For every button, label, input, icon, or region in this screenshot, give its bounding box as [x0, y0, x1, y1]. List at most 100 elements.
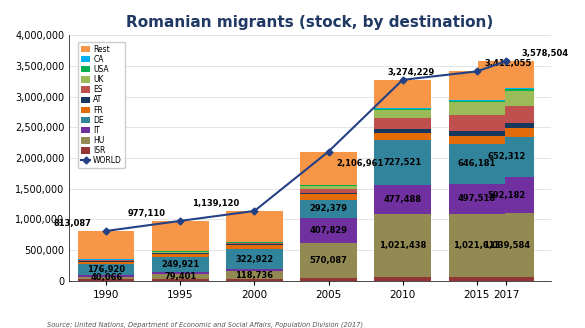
Bar [374, 129, 431, 133]
Text: 292,379: 292,379 [309, 204, 347, 213]
Bar [374, 110, 431, 118]
Bar [226, 243, 283, 244]
Bar [300, 200, 357, 218]
Bar [374, 140, 431, 185]
Bar [226, 211, 283, 241]
Bar [226, 279, 283, 281]
WORLD [399, 78, 406, 82]
Text: 497,518: 497,518 [457, 195, 495, 203]
Bar [478, 177, 535, 213]
Bar [300, 152, 357, 185]
Text: 407,829: 407,829 [309, 226, 347, 235]
Bar [152, 254, 208, 257]
Bar [152, 221, 208, 251]
Text: 118,736: 118,736 [235, 271, 274, 279]
Bar [374, 109, 431, 110]
Bar [152, 253, 208, 254]
Bar [226, 245, 283, 249]
Text: 652,312: 652,312 [487, 153, 525, 161]
WORLD [251, 209, 258, 213]
Bar [449, 184, 505, 214]
Bar [226, 241, 283, 242]
Bar [152, 279, 208, 281]
Text: 1,139,120: 1,139,120 [192, 198, 240, 208]
Bar [374, 118, 431, 129]
Text: 322,922: 322,922 [235, 255, 274, 264]
Text: 813,087: 813,087 [54, 218, 91, 228]
Bar [478, 123, 535, 128]
Bar [226, 242, 283, 243]
Bar [478, 106, 535, 123]
Bar [374, 214, 431, 277]
Text: 3,274,229: 3,274,229 [388, 68, 435, 76]
Bar [478, 213, 535, 277]
Legend: Rest, CA, USA, UK, ES, AT, FR, DE, IT, HU, ISR, WORLD: Rest, CA, USA, UK, ES, AT, FR, DE, IT, H… [78, 42, 125, 168]
Bar [374, 277, 431, 281]
Line: WORLD: WORLD [104, 59, 509, 234]
Bar [478, 137, 535, 177]
Text: 79,401: 79,401 [164, 272, 197, 281]
Bar [152, 274, 208, 279]
Bar [152, 251, 208, 252]
Bar [300, 189, 357, 193]
Bar [449, 115, 505, 132]
Bar [78, 261, 135, 264]
Text: Source: United Nations, Department of Economic and Social Affairs, Population Di: Source: United Nations, Department of Ec… [47, 321, 363, 328]
Bar [78, 277, 135, 279]
Bar [300, 218, 357, 243]
Bar [226, 269, 283, 271]
Bar [152, 273, 208, 274]
Text: 977,110: 977,110 [128, 209, 166, 217]
Bar [78, 264, 135, 275]
Title: Romanian migrants (stock, by destination): Romanian migrants (stock, by destination… [126, 15, 494, 30]
Text: 570,087: 570,087 [309, 256, 347, 265]
Bar [152, 257, 208, 273]
Text: 40,066: 40,066 [90, 274, 122, 282]
Text: 1,021,438: 1,021,438 [379, 241, 426, 250]
Bar [449, 100, 505, 101]
Bar [478, 88, 535, 89]
WORLD [325, 150, 332, 154]
Text: 176,920: 176,920 [87, 265, 125, 275]
Bar [449, 136, 505, 144]
Bar [449, 277, 505, 281]
Bar [374, 133, 431, 140]
Text: 3,412,055: 3,412,055 [484, 59, 532, 68]
Bar [374, 185, 431, 214]
WORLD [177, 219, 184, 223]
Bar [300, 185, 357, 186]
Bar [226, 244, 283, 245]
Text: 1,021,613: 1,021,613 [453, 241, 500, 250]
Bar [449, 72, 505, 100]
Bar [226, 271, 283, 279]
Bar [449, 102, 505, 115]
WORLD [473, 70, 480, 73]
Bar [478, 91, 535, 106]
Bar [300, 193, 357, 194]
Bar [478, 61, 535, 88]
Text: 592,182: 592,182 [487, 191, 525, 199]
Bar [478, 128, 535, 137]
Bar [449, 132, 505, 136]
Bar [300, 243, 357, 278]
Text: 477,488: 477,488 [384, 195, 422, 204]
Text: 249,921: 249,921 [161, 260, 199, 269]
Bar [226, 249, 283, 269]
Bar [300, 194, 357, 200]
Bar [374, 80, 431, 109]
Bar [478, 277, 535, 281]
Bar [449, 214, 505, 277]
WORLD [503, 59, 510, 63]
Text: 727,521: 727,521 [384, 158, 422, 167]
Text: 2,106,961: 2,106,961 [336, 159, 383, 168]
Bar [78, 279, 135, 281]
Text: 646,181: 646,181 [457, 159, 496, 168]
Bar [449, 144, 505, 184]
Text: 1,039,584: 1,039,584 [483, 241, 530, 250]
Bar [300, 186, 357, 189]
Bar [152, 252, 208, 253]
Bar [478, 89, 535, 91]
Bar [78, 275, 135, 277]
Text: 3,578,504: 3,578,504 [521, 49, 568, 58]
Bar [449, 101, 505, 102]
